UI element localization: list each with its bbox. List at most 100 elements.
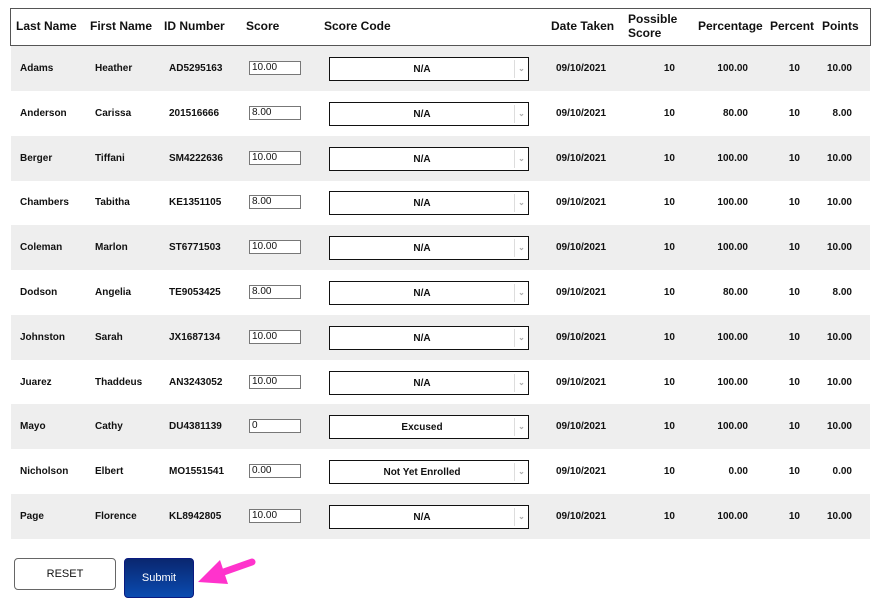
chevron-down-icon: ⌄ xyxy=(514,239,528,258)
possible-score: 10 xyxy=(663,466,675,478)
percent: 10 xyxy=(788,242,800,254)
points: 8.00 xyxy=(832,107,852,119)
score-input[interactable]: 8.00 xyxy=(249,285,301,299)
score-code-select[interactable]: N/A ⌄ xyxy=(329,325,529,350)
first-name: Heather xyxy=(95,63,133,74)
header-score-code: Score Code xyxy=(324,19,391,33)
first-name: Cathy xyxy=(95,421,123,433)
score-code-select[interactable]: N/A ⌄ xyxy=(329,281,529,305)
chevron-down-icon: ⌄ xyxy=(514,328,528,347)
score-input[interactable]: 10.00 xyxy=(249,61,301,75)
score-code-select[interactable]: N/A ⌄ xyxy=(329,57,529,81)
score-input[interactable]: 0 xyxy=(249,419,301,434)
percent: 10 xyxy=(788,197,800,209)
id-number: KE1351105 xyxy=(169,197,222,209)
score-code-select[interactable]: Excused ⌄ xyxy=(329,415,529,440)
chevron-down-icon: ⌄ xyxy=(514,104,528,123)
id-number: 201516666 xyxy=(169,107,220,119)
submit-button[interactable]: Submit xyxy=(124,558,194,598)
date-taken: 09/10/2021 xyxy=(556,197,607,209)
possible-score: 10 xyxy=(663,421,675,433)
table-row: Anderson Carissa 201516666 8.00 N/A ⌄ 09/… xyxy=(11,91,870,136)
table-row: Dodson Angelia TE9053425 8.00 N/A ⌄ 09/10… xyxy=(11,270,870,315)
chevron-down-icon: ⌄ xyxy=(514,284,528,302)
id-number: MO1551541 xyxy=(169,466,225,478)
points: 0.00 xyxy=(832,466,852,478)
score-input[interactable]: 10.00 xyxy=(249,150,301,165)
percentage: 80.00 xyxy=(722,107,748,119)
date-taken: 09/10/2021 xyxy=(556,421,607,433)
table-row: Chambers Tabitha KE1351105 8.00 N/A ⌄ 09/… xyxy=(11,180,870,225)
percentage: 0.00 xyxy=(728,466,748,478)
first-name: Tabitha xyxy=(95,197,130,209)
percentage: 80.00 xyxy=(722,287,748,298)
first-name: Sarah xyxy=(95,331,123,343)
chevron-down-icon: ⌄ xyxy=(514,463,528,482)
score-code-value: N/A xyxy=(413,198,431,210)
date-taken: 09/10/2021 xyxy=(556,152,607,164)
chevron-down-icon: ⌄ xyxy=(514,194,528,213)
score-code-select[interactable]: N/A ⌄ xyxy=(329,146,529,171)
last-name: Nicholson xyxy=(20,466,69,478)
last-name: Johnston xyxy=(20,331,65,343)
percent: 10 xyxy=(788,287,800,298)
percentage: 100.00 xyxy=(717,242,748,254)
score-code-select[interactable]: Not Yet Enrolled ⌄ xyxy=(329,460,529,485)
points: 8.00 xyxy=(832,287,852,298)
last-name: Mayo xyxy=(20,421,46,433)
date-taken: 09/10/2021 xyxy=(556,242,607,254)
score-code-select[interactable]: N/A ⌄ xyxy=(329,191,529,216)
score-input[interactable]: 10.00 xyxy=(249,329,301,344)
header-last-name: Last Name xyxy=(16,19,77,33)
last-name: Dodson xyxy=(20,287,58,298)
possible-score: 10 xyxy=(663,376,675,388)
points: 10.00 xyxy=(826,63,852,74)
date-taken: 09/10/2021 xyxy=(556,287,607,298)
points: 10.00 xyxy=(826,242,852,254)
date-taken: 09/10/2021 xyxy=(556,376,607,388)
score-code-select[interactable]: N/A ⌄ xyxy=(329,101,529,126)
chevron-down-icon: ⌄ xyxy=(514,418,528,437)
date-taken: 09/10/2021 xyxy=(556,107,607,119)
percentage: 100.00 xyxy=(717,376,748,388)
header-first-name: First Name xyxy=(90,19,153,33)
last-name: Page xyxy=(20,511,44,522)
score-input[interactable]: 10.00 xyxy=(249,240,301,255)
last-name: Berger xyxy=(20,152,53,164)
first-name: Thaddeus xyxy=(95,376,143,388)
header-percent: Percent xyxy=(770,19,815,33)
reset-button[interactable]: RESET xyxy=(14,558,116,590)
first-name: Florence xyxy=(95,511,137,522)
percentage: 100.00 xyxy=(717,63,748,74)
table-header: Last Name First Name ID Number Score Sco… xyxy=(10,8,871,46)
score-code-value: Excused xyxy=(401,422,443,434)
percent: 10 xyxy=(788,376,800,388)
score-input[interactable]: 8.00 xyxy=(249,195,301,210)
id-number: DU4381139 xyxy=(169,421,222,433)
score-input[interactable]: 10.00 xyxy=(249,509,301,523)
table-row: Berger Tiffani SM4222636 10.00 N/A ⌄ 09/1… xyxy=(11,135,870,181)
id-number: SM4222636 xyxy=(169,152,223,164)
possible-score: 10 xyxy=(663,242,675,254)
score-input[interactable]: 10.00 xyxy=(249,374,301,389)
score-code-select[interactable]: N/A ⌄ xyxy=(329,370,529,395)
last-name: Coleman xyxy=(20,242,63,254)
possible-score: 10 xyxy=(663,63,675,74)
points: 10.00 xyxy=(826,421,852,433)
percent: 10 xyxy=(788,331,800,343)
first-name: Elbert xyxy=(95,466,124,478)
score-input[interactable]: 8.00 xyxy=(249,105,301,120)
percentage: 100.00 xyxy=(717,152,748,164)
score-input[interactable]: 0.00 xyxy=(249,464,301,479)
chevron-down-icon: ⌄ xyxy=(514,373,528,392)
score-code-value: N/A xyxy=(413,377,431,389)
score-code-select[interactable]: N/A ⌄ xyxy=(329,505,529,529)
id-number: KL8942805 xyxy=(169,511,222,522)
last-name: Juarez xyxy=(20,376,52,388)
score-code-select[interactable]: N/A ⌄ xyxy=(329,236,529,261)
table-row: Nicholson Elbert MO1551541 0.00 Not Yet … xyxy=(11,449,870,494)
points: 10.00 xyxy=(826,152,852,164)
table-row: Johnston Sarah JX1687134 10.00 N/A ⌄ 09/1… xyxy=(11,314,870,360)
date-taken: 09/10/2021 xyxy=(556,466,607,478)
possible-score: 10 xyxy=(663,197,675,209)
